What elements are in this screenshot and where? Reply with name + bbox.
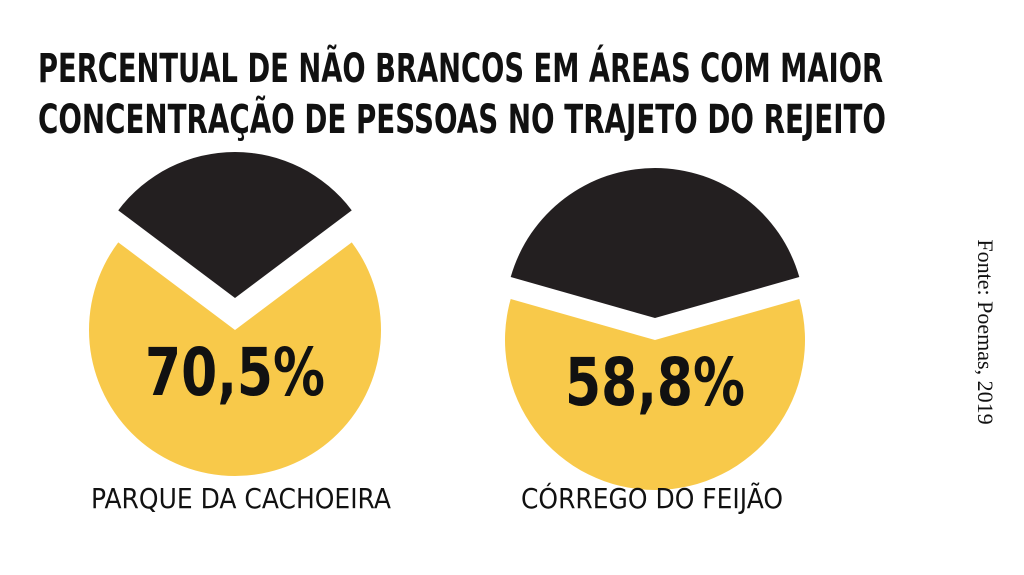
pie-slice [118, 152, 352, 298]
pie-slice [510, 168, 800, 318]
value-label: 58,8% [565, 344, 745, 421]
title-line: CONCENTRAÇÃO DE PESSOAS NO TRAJETO DO RE… [38, 94, 886, 143]
pie-caption: CÓRREGO DO FEIJÃO [521, 481, 783, 515]
source: Fonte: Poemas, 2019 [973, 239, 998, 424]
pie-slice [89, 242, 381, 476]
pie-caption: PARQUE DA CACHOEIRA [91, 482, 391, 515]
value-label: 70,5% [145, 334, 325, 411]
title-line: PERCENTUAL DE NÃO BRANCOS EM ÁREAS COM M… [38, 43, 883, 92]
pie-slice [504, 299, 806, 491]
